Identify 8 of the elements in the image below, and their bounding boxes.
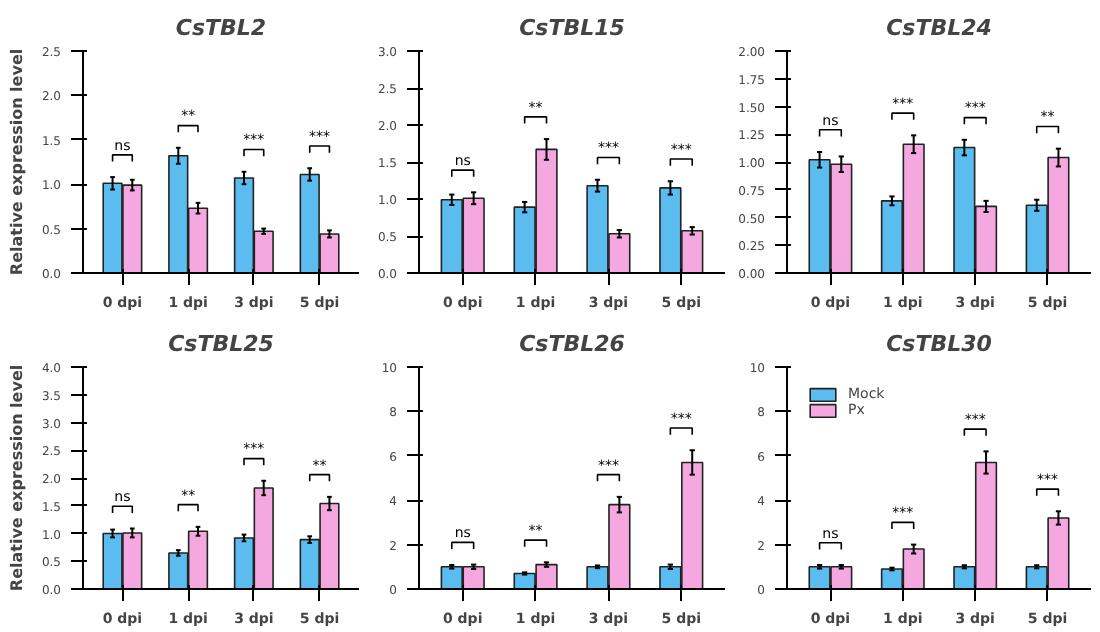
chart-title: CsTBL24 xyxy=(886,15,992,41)
chart-title: CsTBL26 xyxy=(519,331,626,357)
chart-title: CsTBL2 xyxy=(175,15,267,41)
y-axis-title: Relative expression level xyxy=(7,364,26,592)
chart-title: CsTBL15 xyxy=(519,15,626,41)
y-axis-title: Relative expression level xyxy=(7,48,26,276)
chart-title: CsTBL25 xyxy=(168,331,275,357)
chart-title: CsTBL30 xyxy=(886,331,993,357)
